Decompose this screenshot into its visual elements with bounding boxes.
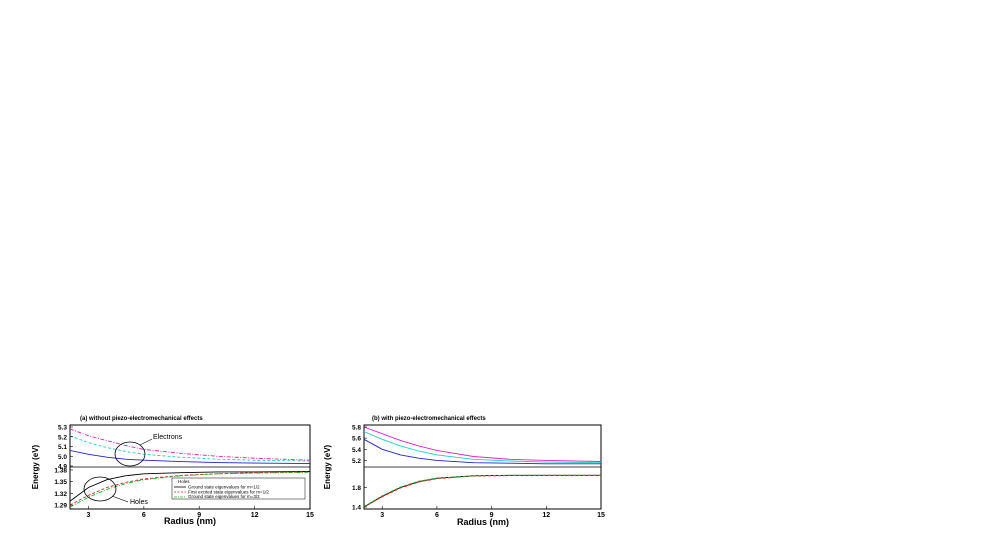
- x-tick-label-a-1: 3: [87, 512, 91, 519]
- x-tick-label-b-1: 3: [380, 512, 384, 519]
- panel-a-y-label: Energy (eV): [31, 444, 40, 489]
- series-line-a-upper-3: [69, 428, 311, 461]
- x-tick-label-b-4: 12: [542, 512, 550, 519]
- panel-b-x-ticks: 3 6 9 12 15: [380, 506, 605, 519]
- electrons-pointer: [139, 438, 153, 446]
- y-tick-label-a-upper-2: 5.0: [58, 454, 67, 461]
- series-line-b-upper-2: [363, 431, 602, 464]
- y-tick-label-a-upper-5: 5.3: [58, 425, 67, 432]
- panel-b-upper-plot: [363, 426, 602, 465]
- series-line-a-upper-1: [69, 449, 311, 465]
- series-line-b-upper-3: [363, 438, 601, 465]
- x-tick-label-b-5: 15: [597, 512, 605, 519]
- x-tick-label-a-5: 15: [306, 512, 314, 519]
- y-tick-label-b-lower-2: 1.8: [352, 485, 361, 492]
- y-tick-label-a-lower-1: 1.29: [54, 503, 67, 510]
- panel-a: (a) without piezo-electromechanical effe…: [31, 416, 314, 526]
- panel-a-lower-plot: [69, 471, 311, 508]
- panel-b-y-label: Energy (eV): [323, 444, 332, 489]
- electrons-circle: [114, 441, 146, 467]
- y-tick-label-a-lower-3: 1.35: [54, 479, 67, 486]
- panel-b-lower-plot: [363, 474, 601, 508]
- x-tick-label-a-2: 6: [142, 512, 146, 519]
- y-tick-label-b-upper-3: 5.6: [352, 436, 361, 443]
- series-line-a-lower-3: [69, 471, 311, 508]
- x-tick-label-b-2: 6: [435, 512, 439, 519]
- holes-pointer: [111, 495, 129, 503]
- y-tick-label-b-upper-2: 5.4: [352, 447, 361, 454]
- series-line-b-lower-1: [363, 474, 601, 508]
- y-tick-label-a-upper-1: 4.9: [58, 464, 67, 471]
- legend-entry-1: Ground state eigenvalues for m=1/2: [188, 485, 260, 490]
- series-line-b-lower-3: [363, 474, 601, 507]
- electrons-label: Electrons: [153, 434, 183, 441]
- legend-entry-3: Ground state eigenvalues for m=3/2: [188, 494, 260, 499]
- y-tick-label-a-lower-2: 1.32: [54, 491, 67, 498]
- panel-b-y-ticks: 5.2 5.4 5.6 5.8 1.4 1.8: [352, 425, 367, 512]
- y-tick-label-b-upper-1: 5.2: [352, 458, 361, 465]
- panel-a-x-ticks: 3 6 9 12 15: [87, 506, 314, 519]
- x-tick-label-b-3: 9: [490, 512, 494, 519]
- panel-a-upper-plot: [69, 428, 311, 465]
- series-line-a-upper-2: [69, 435, 311, 462]
- panel-a-y-ticks: 4.9 5.0 5.1 5.2 5.3 1.29 1.32 1.35 1.38: [54, 425, 73, 510]
- panel-b-title: (b) with piezo-electromechanical effects: [372, 416, 486, 422]
- holes-circle: [83, 476, 117, 502]
- y-tick-label-b-upper-4: 5.8: [352, 425, 361, 432]
- series-line-a-lower-1: [69, 471, 311, 502]
- y-tick-label-a-lower-4: 1.38: [54, 467, 67, 474]
- holes-label: Holes: [130, 499, 148, 506]
- legend-box: [171, 477, 306, 500]
- y-tick-label-a-upper-4: 5.2: [58, 434, 67, 441]
- panel-a-title: (a) without piezo-electromechanical effe…: [80, 416, 203, 422]
- y-tick-label-a-upper-3: 5.1: [58, 444, 67, 451]
- x-tick-label-a-4: 12: [251, 512, 259, 519]
- y-tick-label-b-lower-1: 1.4: [352, 505, 361, 512]
- series-line-b-upper-1: [363, 426, 602, 462]
- x-tick-label-a-3: 9: [197, 512, 201, 519]
- legend: Holes Ground state eigenvalues for m=1/2…: [171, 477, 306, 500]
- panel-b: (b) with piezo-electromechanical effects…: [323, 416, 605, 527]
- legend-title: Holes: [178, 479, 190, 484]
- legend-entry-2: First excited state eigenvalues for m=1/…: [188, 490, 269, 495]
- panel-a-x-label: Radius (nm): [164, 516, 216, 526]
- panel-b-x-label: Radius (nm): [457, 517, 509, 527]
- series-line-b-lower-2: [363, 474, 601, 508]
